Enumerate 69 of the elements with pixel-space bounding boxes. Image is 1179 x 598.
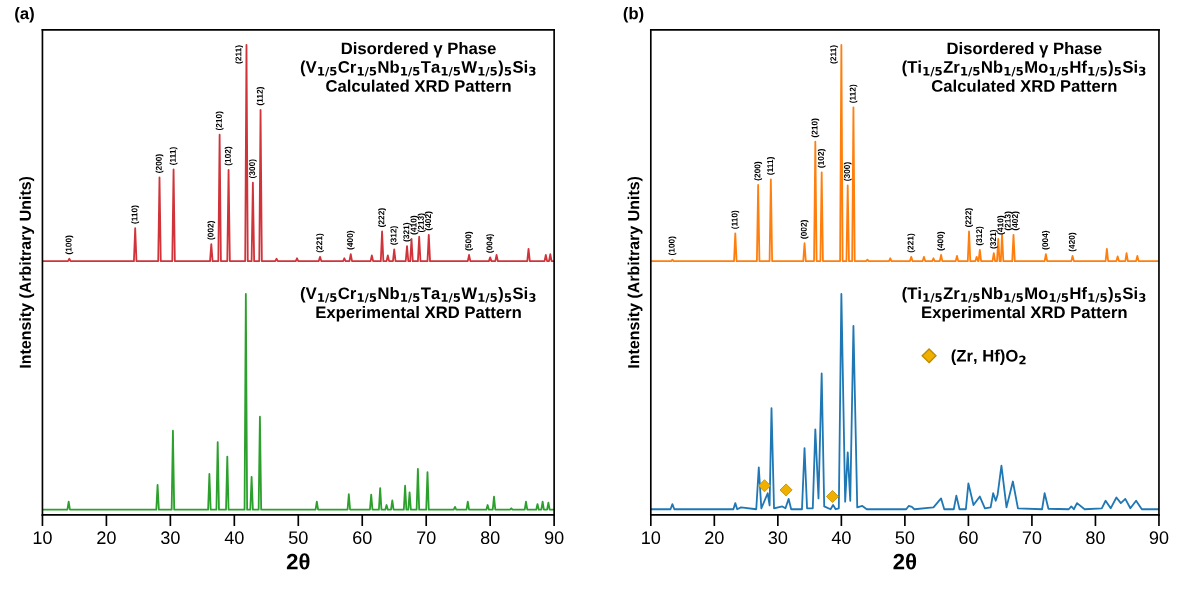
annotation: (321) bbox=[989, 229, 998, 249]
x-tick-label: 10 bbox=[33, 531, 52, 545]
annotation: (112) bbox=[256, 87, 265, 106]
annotation: (210) bbox=[215, 111, 224, 131]
annotation: (211) bbox=[830, 45, 838, 64]
annotation: (213) bbox=[1004, 211, 1013, 231]
x-tick-label: 90 bbox=[1149, 531, 1169, 545]
x-tick-label: 70 bbox=[417, 531, 436, 545]
x-tick-label: 40 bbox=[831, 531, 851, 545]
annotation: (402) bbox=[424, 211, 433, 231]
x-tick-label: 70 bbox=[1022, 531, 1042, 545]
annotation: (221) bbox=[316, 233, 324, 253]
x-tick-label: 60 bbox=[353, 531, 372, 545]
annotation: (002) bbox=[207, 220, 216, 240]
annotation: (410) bbox=[997, 215, 1005, 235]
text: (V$_{1/5}$Cr$_{1/5}$Nb$_{1/5}$Ta$_{1/5}$W$_{1/5}$)$_{5}$Si$_{3}$ Experimental XRD Pattern bbox=[300, 286, 536, 322]
x-tick-label: 50 bbox=[288, 531, 308, 545]
annotation: (500) bbox=[465, 231, 473, 251]
annotation: (420) bbox=[1068, 232, 1077, 252]
x-tick-label: 40 bbox=[224, 531, 244, 545]
annotation: (004) bbox=[486, 234, 495, 253]
x-axis-title: 2θ bbox=[286, 553, 310, 570]
x-axis-title: 2θ bbox=[893, 553, 917, 570]
x-tick-label: 20 bbox=[97, 531, 116, 545]
y-axis-title: Intensity (Arbitrary Units) bbox=[627, 176, 643, 368]
annotation: (004) bbox=[1042, 230, 1050, 250]
annotation: (110) bbox=[731, 210, 740, 229]
x-tick-label: 50 bbox=[895, 531, 915, 545]
legend-label: (Zr, Hf)O$_{2}$ bbox=[951, 349, 1026, 365]
annotation: (222) bbox=[378, 208, 386, 227]
annotation: (200) bbox=[155, 154, 164, 173]
annotation: (102) bbox=[817, 149, 826, 168]
annotation: (402) bbox=[1011, 211, 1020, 231]
x-tick-label: 30 bbox=[768, 531, 788, 545]
annotation: (312) bbox=[390, 226, 399, 245]
annotation: (300) bbox=[843, 162, 852, 181]
annotation: (211) bbox=[235, 45, 244, 64]
annotation: (200) bbox=[754, 161, 763, 181]
annotation: (400) bbox=[937, 231, 945, 251]
annotation: (100) bbox=[668, 236, 677, 256]
annotation: (300) bbox=[248, 159, 257, 179]
x-tick-label: 90 bbox=[544, 531, 564, 545]
annotation: (321) bbox=[403, 222, 411, 242]
x-tick-label: 80 bbox=[1086, 531, 1105, 545]
x-tick-label: 80 bbox=[480, 531, 500, 545]
x-tick-label: 20 bbox=[705, 531, 724, 545]
y-axis-title: Intensity (Arbitrary Units) bbox=[19, 176, 35, 368]
text: (Ti$_{1/5}$Zr$_{1/5}$Nb$_{1/5}$Mo$_{1/5}$Hf$_{1/5}$)$_{5}$Si$_{3}$ Experimental XRD Pattern bbox=[902, 286, 1146, 322]
annotation: (213) bbox=[417, 213, 426, 233]
annotation: (312) bbox=[975, 226, 984, 246]
annotation: (110) bbox=[131, 205, 140, 224]
annotation: (100) bbox=[65, 235, 74, 255]
x-tick-label: 10 bbox=[642, 531, 661, 545]
annotation: (222) bbox=[965, 208, 973, 227]
annotation: (400) bbox=[346, 230, 355, 250]
annotation: (112) bbox=[849, 84, 858, 103]
text: Disordered γ Phase (V$_{1/5}$Cr$_{1/5}$Nb$_{1/5}$Ta$_{1/5}$W$_{1/5}$)$_{5}$Si$_{3}$ Calculated XRD Pattern bbox=[300, 42, 536, 92]
x-tick-label: 60 bbox=[959, 531, 978, 545]
x-tick-label: 30 bbox=[161, 531, 180, 545]
annotation: (111) bbox=[169, 147, 178, 165]
annotation: (210) bbox=[811, 118, 820, 138]
annotation: (111) bbox=[766, 157, 775, 175]
chart-title: (a) bbox=[15, 7, 34, 23]
annotation: (410) bbox=[410, 215, 419, 235]
annotation: (221) bbox=[907, 233, 916, 253]
text: Disordered γ Phase (Ti$_{1/5}$Zr$_{1/5}$Nb$_{1/5}$Mo$_{1/5}$Hf$_{1/5}$)$_{5}$Si$_{3}$ Calculated XRD Pattern bbox=[902, 42, 1146, 92]
chart-title: (b) bbox=[623, 7, 644, 23]
annotation: (102) bbox=[224, 146, 233, 166]
annotation: (002) bbox=[800, 220, 809, 239]
